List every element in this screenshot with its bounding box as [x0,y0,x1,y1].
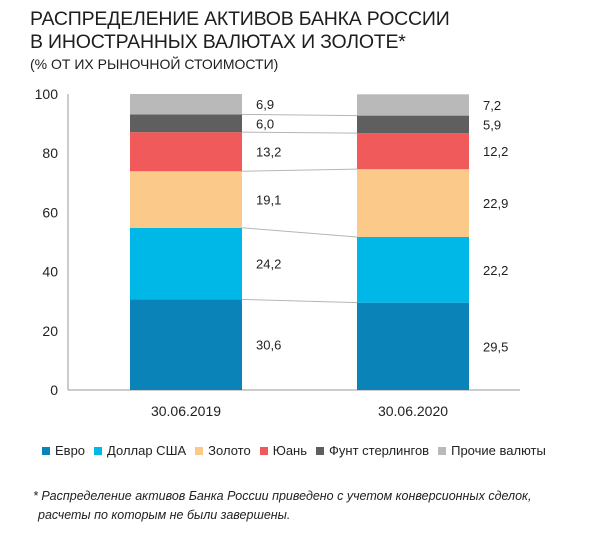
bar-segment [130,227,242,300]
bar-segment [130,132,242,172]
connector-line [241,227,358,238]
footnote-line-2: расчеты по которым не были завершены. [38,508,291,522]
legend-swatch [94,446,103,455]
y-tick-label: 60 [42,204,58,220]
data-label: 7,2 [483,98,501,113]
bar-segment [357,236,469,303]
y-tick-label: 40 [42,264,58,280]
chart-legend: Евро Доллар США Золото Юань Фунт стерлингов П… [42,443,555,458]
connector-line [241,298,358,304]
data-label: 22,2 [483,263,508,278]
legend-swatch [316,446,325,455]
chart-title: РАСПРЕДЕЛЕНИЕ АКТИВОВ БАНКА РОССИИ В ИНО… [30,8,590,54]
legend-label: Доллар США [107,443,187,458]
bar-segment [130,94,242,115]
bar-segment [357,169,469,237]
stacked-bar-chart: 0 20 40 60 80 100 30,6 24,2 19,1 13,2 6,0 6,9 30.06.… [35,86,520,419]
bar-segment [130,171,242,228]
bar-segment [130,299,242,390]
bar-segment [357,94,469,116]
y-tick-label: 20 [42,323,58,339]
y-tick-label: 100 [35,86,59,102]
x-tick-label: 30.06.2020 [378,403,448,419]
data-label: 5,9 [483,117,501,132]
chart-subtitle: (% ОТ ИХ РЫНОЧНОЙ СТОИМОСТИ) [30,56,279,72]
data-label: 30,6 [256,338,281,353]
connector-line [241,168,358,172]
legend-label: Юань [272,443,308,458]
legend-item: Юань [259,443,308,458]
data-label: 24,2 [256,257,281,272]
legend-item: Доллар США [94,443,186,458]
chart-title-line-1: РАСПРЕДЕЛЕНИЕ АКТИВОВ БАНКА РОССИИ [30,8,450,30]
data-label: 13,2 [256,145,281,160]
legend-swatch [438,446,447,455]
data-label: 19,1 [256,193,281,208]
footnote-line-1: * Распределение активов Банка России при… [33,489,532,503]
y-tick-label: 0 [50,382,58,398]
legend-item: Фунт стерлингов [316,443,429,458]
legend-label: Золото [208,443,251,458]
footnote: * Распределение активов Банка России при… [33,487,593,525]
legend-swatch [195,446,204,455]
bar-segment [357,133,469,170]
data-label: 22,9 [483,196,508,211]
legend-swatch [42,446,50,455]
legend-item: Евро [42,443,85,458]
legend-label: Фунт стерлингов [329,443,430,458]
legend-label: Прочие валюты [451,443,546,458]
data-label: 29,5 [483,339,508,354]
y-tick-label: 80 [42,145,58,161]
connector-line [241,113,358,117]
data-label: 12,2 [483,144,508,159]
x-tick-label: 30.06.2019 [151,403,221,419]
legend-swatch [259,446,268,455]
bar-segment [130,114,242,133]
data-label: 6,9 [256,97,274,112]
legend-item: Прочие валюты [438,443,546,458]
chart-title-line-2: В ИНОСТРАННЫХ ВАЛЮТАХ И ЗОЛОТЕ* [30,31,406,53]
bar-segment [357,115,469,134]
legend-label: Евро [55,443,86,458]
legend-item: Золото [195,443,251,458]
bar-segment [357,302,469,390]
data-label: 6,0 [256,116,274,131]
connector-line [241,131,358,134]
